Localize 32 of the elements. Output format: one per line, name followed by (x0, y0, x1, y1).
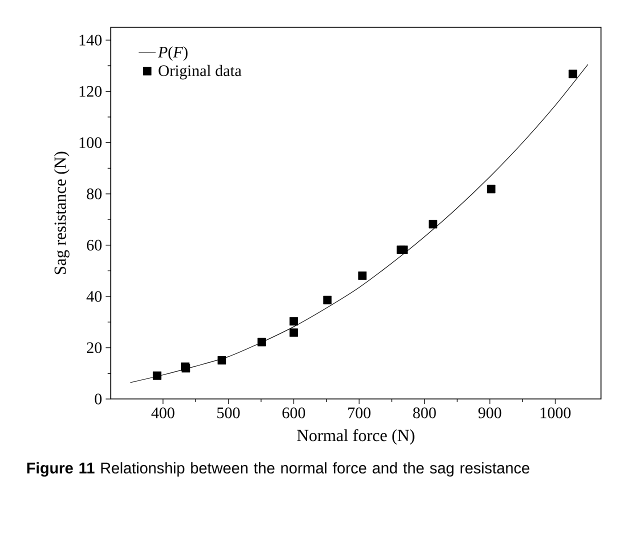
y-tick-label: 140 (80, 34, 102, 46)
y-axis-title: Sag resistance (N) (54, 152, 70, 274)
y-tick-label: 100 (80, 137, 102, 148)
point (152, 371, 162, 380)
point (218, 356, 226, 364)
legend-label: Original data (158, 64, 242, 80)
y-tick-label: 120 (80, 86, 102, 97)
point (568, 70, 578, 78)
x-tick-label: 700 (348, 408, 370, 418)
y-tick-label: 0 (94, 394, 102, 404)
x-axis-title: Normal force (N) (297, 429, 414, 445)
line-series (130, 64, 588, 383)
x-tick-label: 900 (478, 408, 502, 418)
point (323, 296, 332, 304)
y-tick-label: 80 (86, 188, 102, 200)
x-tick-label: 600 (282, 408, 306, 418)
point (486, 184, 496, 194)
point (258, 338, 266, 346)
point (358, 271, 367, 280)
x-tick-label: 500 (217, 408, 240, 418)
x-tick-label: 400 (151, 408, 174, 418)
point (290, 317, 298, 326)
x-tick-label: 800 (413, 408, 436, 418)
point (290, 328, 298, 337)
y-tick-label: 60 (86, 240, 102, 251)
legend-label: P(F) (158, 46, 188, 61)
x-tick-label: 1000 (540, 408, 571, 418)
point (428, 220, 438, 228)
y-tick-label: 40 (86, 291, 102, 302)
y-tick-label: 20 (86, 342, 102, 354)
point (399, 246, 408, 254)
text: Figure 11 Relationship between the normal force and the sag resistance (27, 462, 530, 477)
